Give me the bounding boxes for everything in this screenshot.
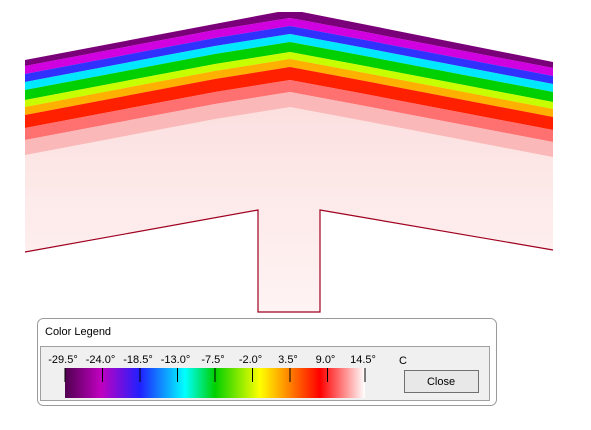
- thermal-band: [25, 67, 553, 130]
- boundary: [24, 209, 554, 313]
- thermal-image: [25, 12, 553, 312]
- thermal-band: [25, 59, 553, 117]
- thermal-band: [25, 52, 553, 109]
- scale-label: -2.0°: [239, 354, 262, 366]
- thermal-band: [25, 34, 553, 92]
- unit-label: C: [399, 355, 407, 367]
- scale-label: -7.5°: [201, 354, 224, 366]
- scale-label: 9.0°: [316, 354, 336, 366]
- scale-label: -29.5°: [48, 354, 77, 366]
- thermal-band: [25, 80, 553, 142]
- thermal-band: [25, 92, 553, 157]
- thermal-band: [25, 42, 553, 102]
- thermal-band: [25, 26, 553, 84]
- thermal-band: [25, 18, 553, 76]
- scale-labels: -29.5° -24.0° -18.5° -13.0° -7.5° -2.0° 3.5° 9.…: [48, 354, 376, 382]
- close-button-label[interactable]: Close: [427, 376, 455, 388]
- scale-label: 14.5°: [350, 354, 376, 366]
- scale-label: -24.0°: [86, 354, 115, 366]
- scale-label: 3.5°: [278, 354, 298, 366]
- close-button[interactable]: [404, 370, 479, 393]
- legend-title: Color Legend: [45, 326, 111, 338]
- scale-label: -18.5°: [123, 354, 152, 366]
- scale-label: -13.0°: [161, 354, 190, 366]
